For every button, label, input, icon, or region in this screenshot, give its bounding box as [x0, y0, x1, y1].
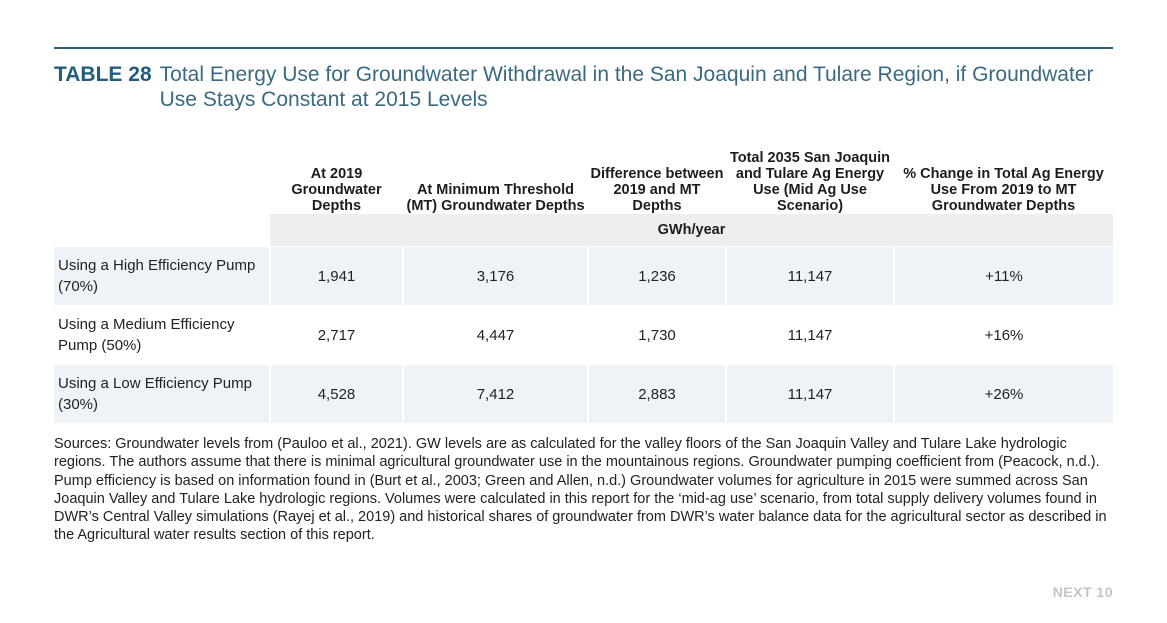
- header-row: At 2019 Groundwater Depths At Minimum Th…: [54, 130, 1113, 214]
- column-header-mt: At Minimum Threshold (MT) Groundwater De…: [406, 182, 585, 214]
- column-header-2019: At 2019 Groundwater Depths: [291, 166, 382, 214]
- table-title: TABLE 28 Total Energy Use for Groundwate…: [54, 62, 1113, 112]
- column-header-label: [54, 130, 270, 214]
- cell-2019: 2,717: [269, 305, 403, 365]
- cell-mt: 4,447: [402, 305, 588, 365]
- cell-total-2035: 11,147: [725, 246, 894, 306]
- column-header-difference: Difference between 2019 and MT Depths: [590, 166, 724, 214]
- unit-row: GWh/year: [54, 214, 1113, 247]
- top-rule: [54, 47, 1113, 49]
- cell-total-2035: 11,147: [725, 364, 894, 423]
- unit-label: GWh/year: [270, 214, 1113, 247]
- cell-mt: 3,176: [402, 246, 588, 306]
- cell-difference: 1,730: [587, 305, 726, 365]
- unit-row-blank: [54, 214, 270, 247]
- row-label: Using a Low Efficiency Pump (30%): [54, 364, 270, 423]
- column-header-pct-change: % Change in Total Ag Energy Use From 201…: [903, 166, 1104, 214]
- cell-pct-change: +26%: [893, 364, 1113, 423]
- cell-pct-change: +11%: [893, 246, 1113, 306]
- cell-total-2035: 11,147: [725, 305, 894, 365]
- energy-use-table: At 2019 Groundwater Depths At Minimum Th…: [54, 130, 1113, 423]
- sources-note: Sources: Groundwater levels from (Pauloo…: [54, 436, 1107, 544]
- cell-mt: 7,412: [402, 364, 588, 423]
- footer-brand: NEXT 10: [1052, 584, 1113, 600]
- row-label: Using a High Efficiency Pump (70%): [54, 246, 270, 306]
- table-row: Using a Low Efficiency Pump (30%) 4,528 …: [54, 364, 1113, 423]
- cell-difference: 2,883: [587, 364, 726, 423]
- cell-2019: 4,528: [269, 364, 403, 423]
- cell-2019: 1,941: [269, 246, 403, 306]
- table-number: TABLE 28: [54, 63, 152, 86]
- table-caption: Total Energy Use for Groundwater Withdra…: [159, 63, 1094, 111]
- cell-pct-change: +16%: [893, 305, 1113, 365]
- table-row: Using a Medium Efficiency Pump (50%) 2,7…: [54, 305, 1113, 365]
- column-header-total-2035: Total 2035 San Joaquin and Tulare Ag Ene…: [729, 150, 891, 214]
- table-row: Using a High Efficiency Pump (70%) 1,941…: [54, 246, 1113, 306]
- cell-difference: 1,236: [587, 246, 726, 306]
- row-label: Using a Medium Efficiency Pump (50%): [54, 305, 270, 365]
